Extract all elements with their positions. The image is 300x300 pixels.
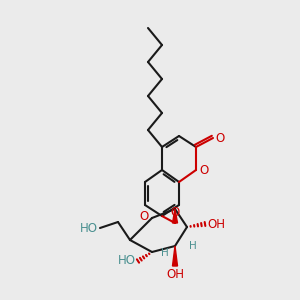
Text: H: H [189,241,197,251]
Text: O: O [170,206,180,219]
Text: HO: HO [118,254,136,268]
Text: O: O [215,131,224,145]
Polygon shape [172,209,178,223]
Text: HO: HO [80,221,98,235]
Polygon shape [172,246,178,266]
Text: OH: OH [166,268,184,281]
Text: H: H [161,248,169,258]
Text: O: O [199,164,208,176]
Text: O: O [140,211,149,224]
Text: OH: OH [207,218,225,230]
